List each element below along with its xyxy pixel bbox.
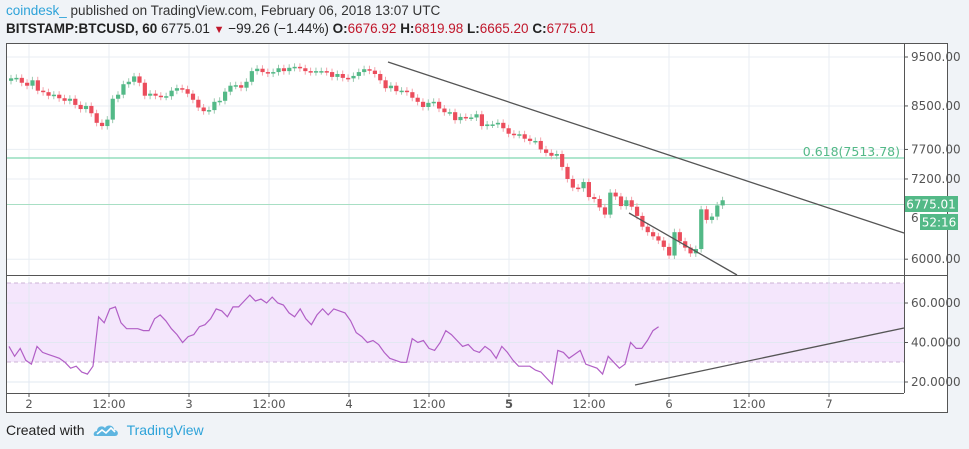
last-price-tag-text: 6775.01	[906, 198, 956, 212]
footer: Created with TradingView	[6, 422, 204, 438]
rsi-tick-label: 20.0000	[911, 375, 961, 389]
grid-lines	[7, 44, 904, 275]
rsi-tick-label: 40.0000	[911, 336, 961, 350]
rsi-line	[8, 294, 659, 386]
last-price-tag	[905, 196, 958, 212]
high-label: H:	[400, 21, 415, 36]
price-tick-label: 7200.00	[911, 172, 961, 186]
resistance-trendline[interactable]	[387, 61, 905, 234]
low-label: L:	[467, 21, 480, 36]
time-tick-label: 12:00	[412, 397, 445, 411]
rsi-support-trendline[interactable]	[634, 327, 905, 386]
last-price: 6775.01	[161, 21, 210, 36]
price-tick-label: 7700.00	[911, 142, 961, 156]
tradingview-link[interactable]: TradingView	[126, 422, 204, 438]
price-tick-label: 8500.00	[911, 99, 961, 113]
countdown-text: 52:16	[922, 216, 957, 230]
close-value: 6775.01	[546, 21, 596, 36]
published-text: published on TradingView.com, February 0…	[66, 3, 441, 18]
triangle-down-icon: ▼	[213, 24, 225, 36]
time-tick-label: 5	[505, 397, 513, 411]
rsi-axis[interactable]: 60.0000 40.0000 20.0000	[904, 296, 961, 389]
rsi-band	[7, 283, 904, 362]
time-tick-label: 3	[185, 397, 192, 411]
publish-info: coindesk_ published on TradingView.com, …	[6, 3, 440, 18]
open-label: O:	[332, 21, 348, 36]
support-trendline[interactable]	[628, 212, 738, 276]
candlesticks	[9, 63, 725, 260]
countdown-tag	[920, 214, 958, 230]
time-tick-label: 7	[825, 397, 832, 411]
created-with-label: Created with	[6, 422, 85, 438]
time-tick-label: 2	[25, 397, 32, 411]
high-value: 6819.98	[414, 21, 464, 36]
tradingview-cloud-icon	[93, 425, 118, 436]
hidden-price-tick: 6	[911, 211, 919, 225]
time-tick-label: 12:00	[572, 397, 605, 411]
publisher-link[interactable]: coindesk_	[6, 3, 67, 18]
close-label: C:	[532, 21, 547, 36]
time-tick-label: 6	[665, 397, 672, 411]
fib-label: 0.618(7513.78)	[803, 144, 900, 159]
open-value: 6676.92	[347, 21, 397, 36]
price-tick-label: 6000.00	[911, 252, 961, 266]
time-tick-label: 12:00	[252, 397, 285, 411]
price-axis[interactable]: 9500.00 8500.00 7700.00 7200.00 6000.00	[904, 50, 961, 266]
rsi-grid	[7, 277, 904, 393]
low-value: 6665.20	[479, 21, 529, 36]
symbol-info: BITSTAMP:BTCUSD, 60 6775.01 ▼ −99.26 (−1…	[6, 21, 595, 36]
symbol-label: BITSTAMP:BTCUSD, 60	[6, 21, 158, 36]
time-tick-label: 12:00	[92, 397, 125, 411]
time-axis[interactable]: 2 12:00 3 12:00 4 12:00 5 12:00 6 12:00 7	[25, 393, 833, 411]
time-tick-label: 4	[345, 397, 352, 411]
time-tick-label: 12:00	[732, 397, 765, 411]
price-tick-label: 9500.00	[911, 50, 961, 64]
rsi-tick-label: 60.0000	[911, 296, 961, 310]
price-change: −99.26 (−1.44%)	[228, 21, 329, 36]
